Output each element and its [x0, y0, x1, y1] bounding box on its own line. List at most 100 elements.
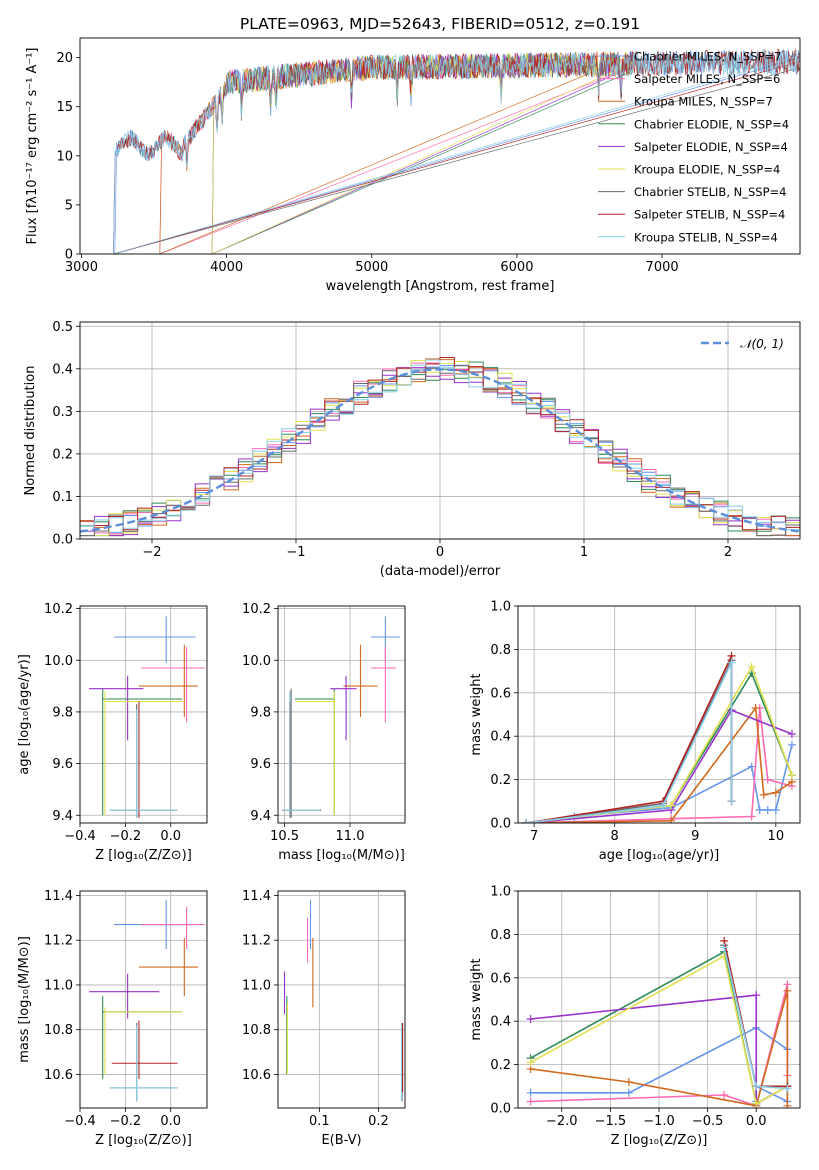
weight-marker-chabrier_miles — [771, 805, 780, 814]
weight-marker-kroupa_elodie — [787, 771, 796, 780]
y-axis-label: age [log₁₀(age/yr)] — [17, 654, 32, 775]
y-tick-label: 0.2 — [52, 447, 73, 462]
y-tick-label: 11.4 — [44, 889, 73, 904]
y-tick-label: 0.8 — [490, 928, 511, 943]
x-tick-label: −2 — [142, 545, 161, 560]
x-axis-label: age [log₁₀(age/yr)] — [599, 848, 720, 863]
axes-frame — [517, 890, 801, 1109]
weight-marker-kroupa_stelib — [752, 1082, 761, 1091]
legend-label: 𝒩(0, 1) — [740, 337, 784, 351]
y-tick-label: 0.4 — [490, 730, 511, 745]
x-tick-label: 7000 — [646, 260, 679, 275]
x-axis-label: Z [log₁₀(Z/Z⊙)] — [95, 848, 192, 863]
weight-line-kroupa_miles — [526, 705, 793, 823]
x-tick-label: −1 — [286, 545, 305, 560]
axes-2: −0.4 −0.2 0.0 9.4 9.6 9.8 10.0 10.2 Z [log₁₀(Z/Z… — [17, 602, 208, 863]
x-tick-label: 0.0 — [160, 1114, 181, 1129]
x-tick-label: 11.0 — [336, 829, 365, 844]
spectrum-line-kroupa_stelib — [113, 49, 800, 254]
y-tick-label: 10.2 — [44, 602, 73, 617]
weight-line-salpeter_elodie — [526, 709, 793, 823]
x-tick-label: 0.0 — [160, 829, 181, 844]
y-tick-label: 10.6 — [44, 1068, 73, 1083]
legend-label: Salpeter MILES, N_SSP=6 — [634, 72, 780, 86]
x-tick-label: −0.4 — [64, 829, 96, 844]
chart-title: PLATE=0963, MJD=52643, FIBERID=0512, z=0… — [240, 15, 640, 33]
weight-marker-salpeter_elodie — [526, 1015, 535, 1024]
weight-marker-kroupa_stelib — [727, 797, 736, 806]
weight-marker-kroupa_miles — [759, 790, 768, 799]
weight-marker-kroupa_elodie — [526, 1058, 535, 1067]
axes-6: 0.1 0.2 10.6 10.8 11.0 11.2 11.4 E(B-V) — [242, 889, 406, 1148]
x-tick-label: −2.0 — [546, 1114, 578, 1129]
y-tick-label: 0.6 — [490, 686, 511, 701]
x-tick-label: 9 — [691, 829, 699, 844]
y-tick-label: 10.2 — [242, 602, 271, 617]
axes-frame — [79, 321, 801, 540]
x-tick-label: 5000 — [355, 260, 388, 275]
axes-5: −0.4 −0.2 0.0 10.6 10.8 11.0 11.2 11.4 Z [log₁₀(… — [17, 889, 208, 1148]
x-tick-label: −0.2 — [110, 829, 142, 844]
axes-frame — [277, 890, 406, 1109]
y-tick-label: 0.2 — [490, 773, 511, 788]
y-tick-label: 9.6 — [52, 757, 73, 772]
y-tick-label: 15 — [56, 100, 73, 115]
legend-label: Kroupa ELODIE, N_SSP=4 — [634, 163, 780, 177]
y-tick-label: 0.0 — [52, 533, 73, 548]
histogram-kroupa_stelib — [80, 359, 800, 537]
x-tick-label: 0.0 — [746, 1114, 767, 1129]
weight-marker-salpeter_miles — [763, 775, 772, 784]
weight-line-salpeter_miles — [526, 707, 793, 823]
plot-area — [80, 606, 207, 823]
x-tick-label: −0.2 — [110, 1114, 142, 1129]
y-tick-label: 9.4 — [52, 809, 73, 824]
weight-marker-salpeter_miles — [747, 812, 756, 821]
y-tick-label: 0.5 — [52, 320, 73, 335]
weight-marker-kroupa_stelib — [783, 1084, 792, 1093]
weight-marker-salpeter_elodie — [752, 991, 761, 1000]
y-tick-label: 11.0 — [44, 978, 73, 993]
y-tick-label: 0.6 — [490, 971, 511, 986]
x-tick-label: −0.5 — [692, 1114, 724, 1129]
weight-marker-kroupa_miles — [667, 816, 676, 823]
y-tick-label: 0.0 — [490, 1102, 511, 1117]
x-tick-label: 4000 — [210, 260, 243, 275]
axes-0: 3000 4000 5000 6000 7000 0 5 10 15 20 wavelength [… — [25, 37, 801, 294]
weight-marker-kroupa_elodie — [752, 1099, 761, 1108]
weight-marker-kroupa_miles — [783, 986, 792, 995]
y-tick-label: 11.2 — [242, 934, 271, 949]
legend-label: Chabrier STELIB, N_SSP=4 — [634, 185, 786, 199]
y-axis-label: Flux [fλ10⁻¹⁷ erg cm⁻² s⁻¹ A⁻¹] — [25, 48, 40, 245]
y-tick-label: 9.8 — [52, 705, 73, 720]
x-axis-label: (data-model)/error — [380, 564, 501, 579]
weight-marker-chabrier_miles — [755, 805, 764, 814]
weight-marker-chabrier_miles — [624, 1088, 633, 1097]
y-tick-label: 0.8 — [490, 643, 511, 658]
x-tick-label: −0.4 — [64, 1114, 96, 1129]
weight-marker-kroupa_stelib — [720, 943, 729, 952]
x-axis-label: mass [log₁₀(M/M⊙)] — [278, 848, 405, 863]
x-tick-label: 10.5 — [270, 829, 299, 844]
axes-frame — [277, 605, 406, 824]
y-tick-label: 11.2 — [44, 934, 73, 949]
y-tick-label: 0.4 — [490, 1015, 511, 1030]
y-tick-label: 10.8 — [44, 1023, 73, 1038]
x-axis-label: E(B-V) — [321, 1133, 361, 1148]
x-axis-label: wavelength [Angstrom, rest frame] — [326, 279, 555, 294]
axes-frame — [79, 37, 801, 255]
axes-frame — [79, 890, 208, 1109]
axes-7: −2.0 −1.5 −1.0 −0.5 0.0 0.0 0.2 0.4 0.6 0.8 1.0 Z [… — [469, 885, 801, 1148]
x-axis-label: Z [log₁₀(Z/Z⊙)] — [95, 1133, 192, 1148]
weight-line-kroupa_stelib — [525, 662, 733, 823]
x-tick-label: 0.1 — [309, 1114, 330, 1129]
weight-marker-salpeter_miles — [526, 1097, 535, 1106]
axes-1: −2 −1 0 1 2 0.0 0.1 0.2 0.3 0.4 0.5 (data-model)/er… — [23, 320, 801, 579]
weight-marker-kroupa_miles — [771, 788, 780, 797]
legend-label: Salpeter STELIB, N_SSP=4 — [634, 208, 785, 222]
y-tick-label: 10.8 — [242, 1023, 271, 1038]
y-tick-label: 5 — [65, 198, 73, 213]
weight-marker-chabrier_miles — [747, 762, 756, 771]
x-tick-label: 0.2 — [368, 1114, 389, 1129]
legend-label: Kroupa MILES, N_SSP=7 — [634, 95, 773, 109]
